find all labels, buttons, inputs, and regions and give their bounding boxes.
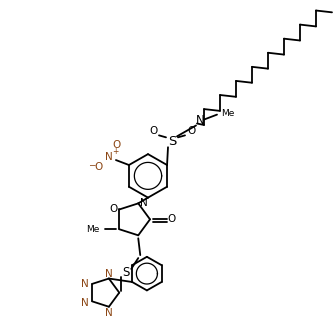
Text: S: S bbox=[123, 266, 130, 280]
Text: Me: Me bbox=[221, 109, 234, 118]
Text: Me: Me bbox=[86, 225, 99, 234]
Text: N: N bbox=[105, 152, 113, 162]
Text: N: N bbox=[105, 308, 113, 318]
Text: N: N bbox=[81, 279, 89, 289]
Text: −: − bbox=[88, 161, 96, 169]
Text: N: N bbox=[196, 114, 204, 127]
Text: +: + bbox=[112, 147, 118, 156]
Text: O: O bbox=[109, 204, 117, 214]
Text: S: S bbox=[168, 135, 176, 148]
Text: O: O bbox=[113, 140, 121, 150]
Text: N: N bbox=[81, 298, 89, 308]
Text: O: O bbox=[149, 127, 157, 136]
Text: O: O bbox=[168, 214, 176, 225]
Text: O: O bbox=[187, 127, 195, 136]
Text: N: N bbox=[105, 269, 113, 279]
Text: N: N bbox=[140, 198, 148, 208]
Text: O: O bbox=[95, 162, 103, 172]
